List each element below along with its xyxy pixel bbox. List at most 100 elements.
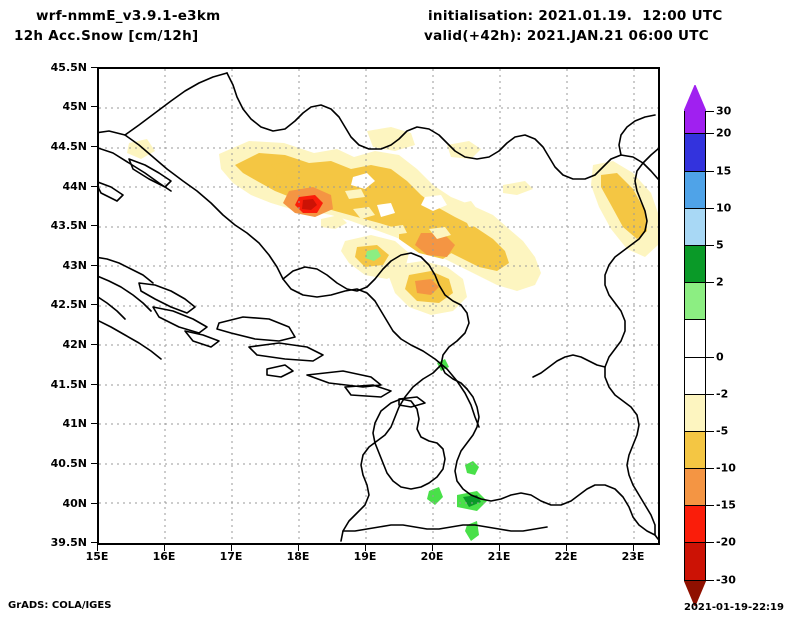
colorbar-divider <box>684 208 706 209</box>
colorbar-divider <box>684 542 706 543</box>
snow-spot-6 <box>503 181 533 195</box>
colorbar-tick <box>706 580 714 581</box>
y-tick-label-41N: 41N <box>62 417 87 430</box>
colorbar-tick <box>706 282 714 283</box>
colorbar-arrow-bottom-icon <box>684 580 706 606</box>
colorbar-segment-15-20 <box>684 171 706 208</box>
colorbar-label-minus30: -30 <box>716 573 736 587</box>
snow-hole-2 <box>421 195 447 211</box>
map-svg <box>99 69 658 543</box>
colorbar-divider <box>684 319 706 320</box>
snow-hole-3 <box>377 203 395 217</box>
colorbar-arrow-top-icon <box>684 85 706 111</box>
colorbar-divider <box>684 580 706 581</box>
snow-blob-pale-3 <box>127 139 155 159</box>
x-tick-mark <box>566 545 567 551</box>
y-tick-mark <box>91 146 97 147</box>
x-tick-mark <box>298 545 299 551</box>
snow-green-south-4 <box>465 521 479 541</box>
colorbar-label-minus2: -2 <box>716 387 729 401</box>
colorbar-divider <box>684 133 706 134</box>
snow-spot-5 <box>465 217 483 227</box>
y-tick-label-44_5N: 44.5N <box>50 140 87 153</box>
x-tick-mark <box>231 545 232 551</box>
colorbar-tick <box>706 208 714 209</box>
y-tick-mark <box>91 542 97 543</box>
snow-east-gold-inner <box>609 185 639 227</box>
x-tick-label-17E: 17E <box>219 550 243 563</box>
colorbar-label-minus5: -5 <box>716 424 729 438</box>
snow-spot-1 <box>321 215 347 229</box>
y-tick-label-44N: 44N <box>62 180 87 193</box>
colorbar-tick <box>706 505 714 506</box>
y-tick-label-43N: 43N <box>62 259 87 272</box>
colorbar-segment-0-2 <box>684 319 706 357</box>
colorbar-label-5: 5 <box>716 238 724 252</box>
snow-patch-serbia-green <box>365 249 381 261</box>
colorbar-label-2: 2 <box>716 275 724 289</box>
y-tick-mark <box>91 304 97 305</box>
y-tick-mark <box>91 265 97 266</box>
snow-green-south-1 <box>465 461 479 475</box>
initialisation-time-label: initialisation: 2021.01.19. 12:00 UTC <box>428 8 723 24</box>
y-tick-label-45_5N: 45.5N <box>50 61 87 74</box>
snow-spot-2 <box>353 207 375 219</box>
colorbar-label-20: 20 <box>716 126 732 140</box>
colorbar-label-minus10: -10 <box>716 461 736 475</box>
snow-blob-pale-1 <box>367 127 415 151</box>
colorbar-divider <box>684 505 706 506</box>
y-tick-mark <box>91 463 97 464</box>
colorbar-segment-20-30 <box>684 133 706 171</box>
x-tick-label-16E: 16E <box>152 550 176 563</box>
colorbar-label-30: 30 <box>716 104 732 118</box>
snow-spot-7 <box>345 189 365 199</box>
snow-hole-1 <box>351 173 375 189</box>
x-tick-mark <box>432 545 433 551</box>
x-tick-label-23E: 23E <box>621 550 645 563</box>
map-canvas <box>99 69 658 543</box>
y-tick-label-43_5N: 43.5N <box>50 219 87 232</box>
colorbar-tick <box>706 468 714 469</box>
colorbar-segment-minus2-0 <box>684 357 706 394</box>
field-name-label: 12h Acc.Snow [cm/12h] <box>14 28 199 44</box>
snow-blob-pale-2 <box>447 141 481 159</box>
colorbar-tick <box>706 171 714 172</box>
colorbar-legend: 30 20 15 10 5 2 0 -2 -5 -10 -15 -20 -30 <box>684 85 736 606</box>
valid-time-label: valid(+42h): 2021.JAN.21 06:00 UTC <box>424 28 710 44</box>
colorbar-tick <box>706 542 714 543</box>
colorbar-tick <box>706 133 714 134</box>
grads-credit-label: GrADS: COLA/IGES <box>8 600 112 611</box>
colorbar-label-minus20: -20 <box>716 535 736 549</box>
colorbar-tick <box>706 431 714 432</box>
snow-core-orange-2 <box>415 233 455 257</box>
x-tick-label-19E: 19E <box>353 550 377 563</box>
colorbar-segment-minus30-minus20 <box>684 542 706 580</box>
colorbar-segment-5-10 <box>684 245 706 282</box>
colorbar-divider <box>684 468 706 469</box>
colorbar-tick <box>706 394 714 395</box>
x-tick-mark <box>365 545 366 551</box>
snow-field-shading <box>127 127 658 541</box>
snow-spot-9 <box>453 201 477 213</box>
x-tick-mark <box>499 545 500 551</box>
y-tick-mark <box>91 344 97 345</box>
map-borders-coastlines <box>99 72 658 542</box>
y-tick-mark <box>91 186 97 187</box>
colorbar-tick <box>706 245 714 246</box>
render-timestamp-label: 2021-01-19-22:19 <box>684 602 784 613</box>
y-tick-label-40_5N: 40.5N <box>50 457 87 470</box>
x-tick-mark <box>164 545 165 551</box>
snow-green-south-2 <box>427 487 443 505</box>
y-tick-mark <box>91 384 97 385</box>
y-tick-mark <box>91 423 97 424</box>
x-tick-label-18E: 18E <box>286 550 310 563</box>
colorbar-divider <box>684 394 706 395</box>
y-tick-label-45N: 45N <box>62 100 87 113</box>
y-tick-mark <box>91 225 97 226</box>
y-tick-label-42_5N: 42.5N <box>50 298 87 311</box>
colorbar-label-10: 10 <box>716 201 732 215</box>
y-tick-mark <box>91 106 97 107</box>
snow-spot-4 <box>429 227 451 239</box>
x-tick-label-20E: 20E <box>420 550 444 563</box>
